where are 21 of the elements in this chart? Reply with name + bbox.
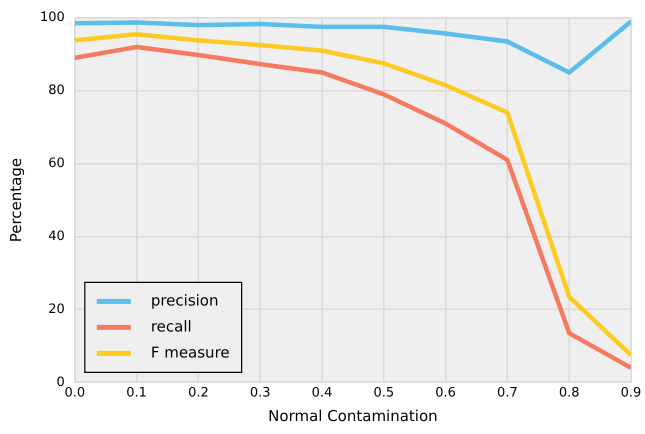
x-tick-label: 0.6	[435, 386, 456, 401]
legend-label: recall	[150, 317, 192, 336]
legend-label: F measure	[150, 343, 230, 362]
x-tick-label: 0.1	[126, 386, 147, 401]
x-tick-label: 0.4	[312, 386, 332, 401]
y-tick-label: 60	[48, 156, 65, 172]
y-tick-label: 100	[40, 10, 65, 26]
x-tick-label: 0.0	[64, 386, 86, 401]
x-axis-title: Normal Contamination	[268, 406, 438, 425]
x-tick-label: 0.7	[497, 386, 518, 401]
y-tick-label: 40	[48, 228, 65, 244]
x-tick-label: 0.9	[620, 386, 642, 401]
y-tick-label: 80	[48, 83, 65, 98]
x-tick-label: 0.2	[188, 386, 209, 401]
y-axis-title: Percentage	[6, 158, 25, 242]
y-tick-label: 20	[48, 302, 65, 317]
x-tick-label: 0.3	[250, 386, 271, 401]
x-tick-label: 0.8	[558, 386, 580, 401]
x-tick-label: 0.5	[373, 386, 394, 401]
legend-label: precision	[150, 291, 218, 310]
y-tick-label: 0	[56, 374, 65, 390]
